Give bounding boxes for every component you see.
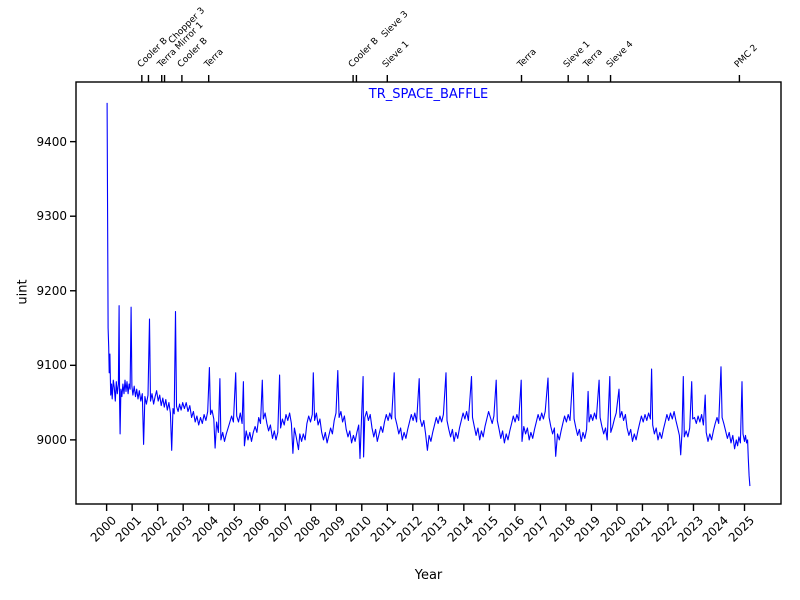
y-tick-label-9300: 9300 — [36, 209, 67, 224]
x-axis-label: Year — [414, 568, 443, 583]
chart-title: TR_SPACE_BAFFLE — [368, 87, 489, 102]
plot-frame — [75, 81, 782, 505]
y-tick-label-9000: 9000 — [36, 432, 67, 447]
data-line — [106, 102, 751, 487]
y-tick-label-9400: 9400 — [36, 134, 67, 149]
y-tick-label-9200: 9200 — [36, 283, 67, 298]
y-tick-label-9100: 9100 — [36, 358, 67, 373]
